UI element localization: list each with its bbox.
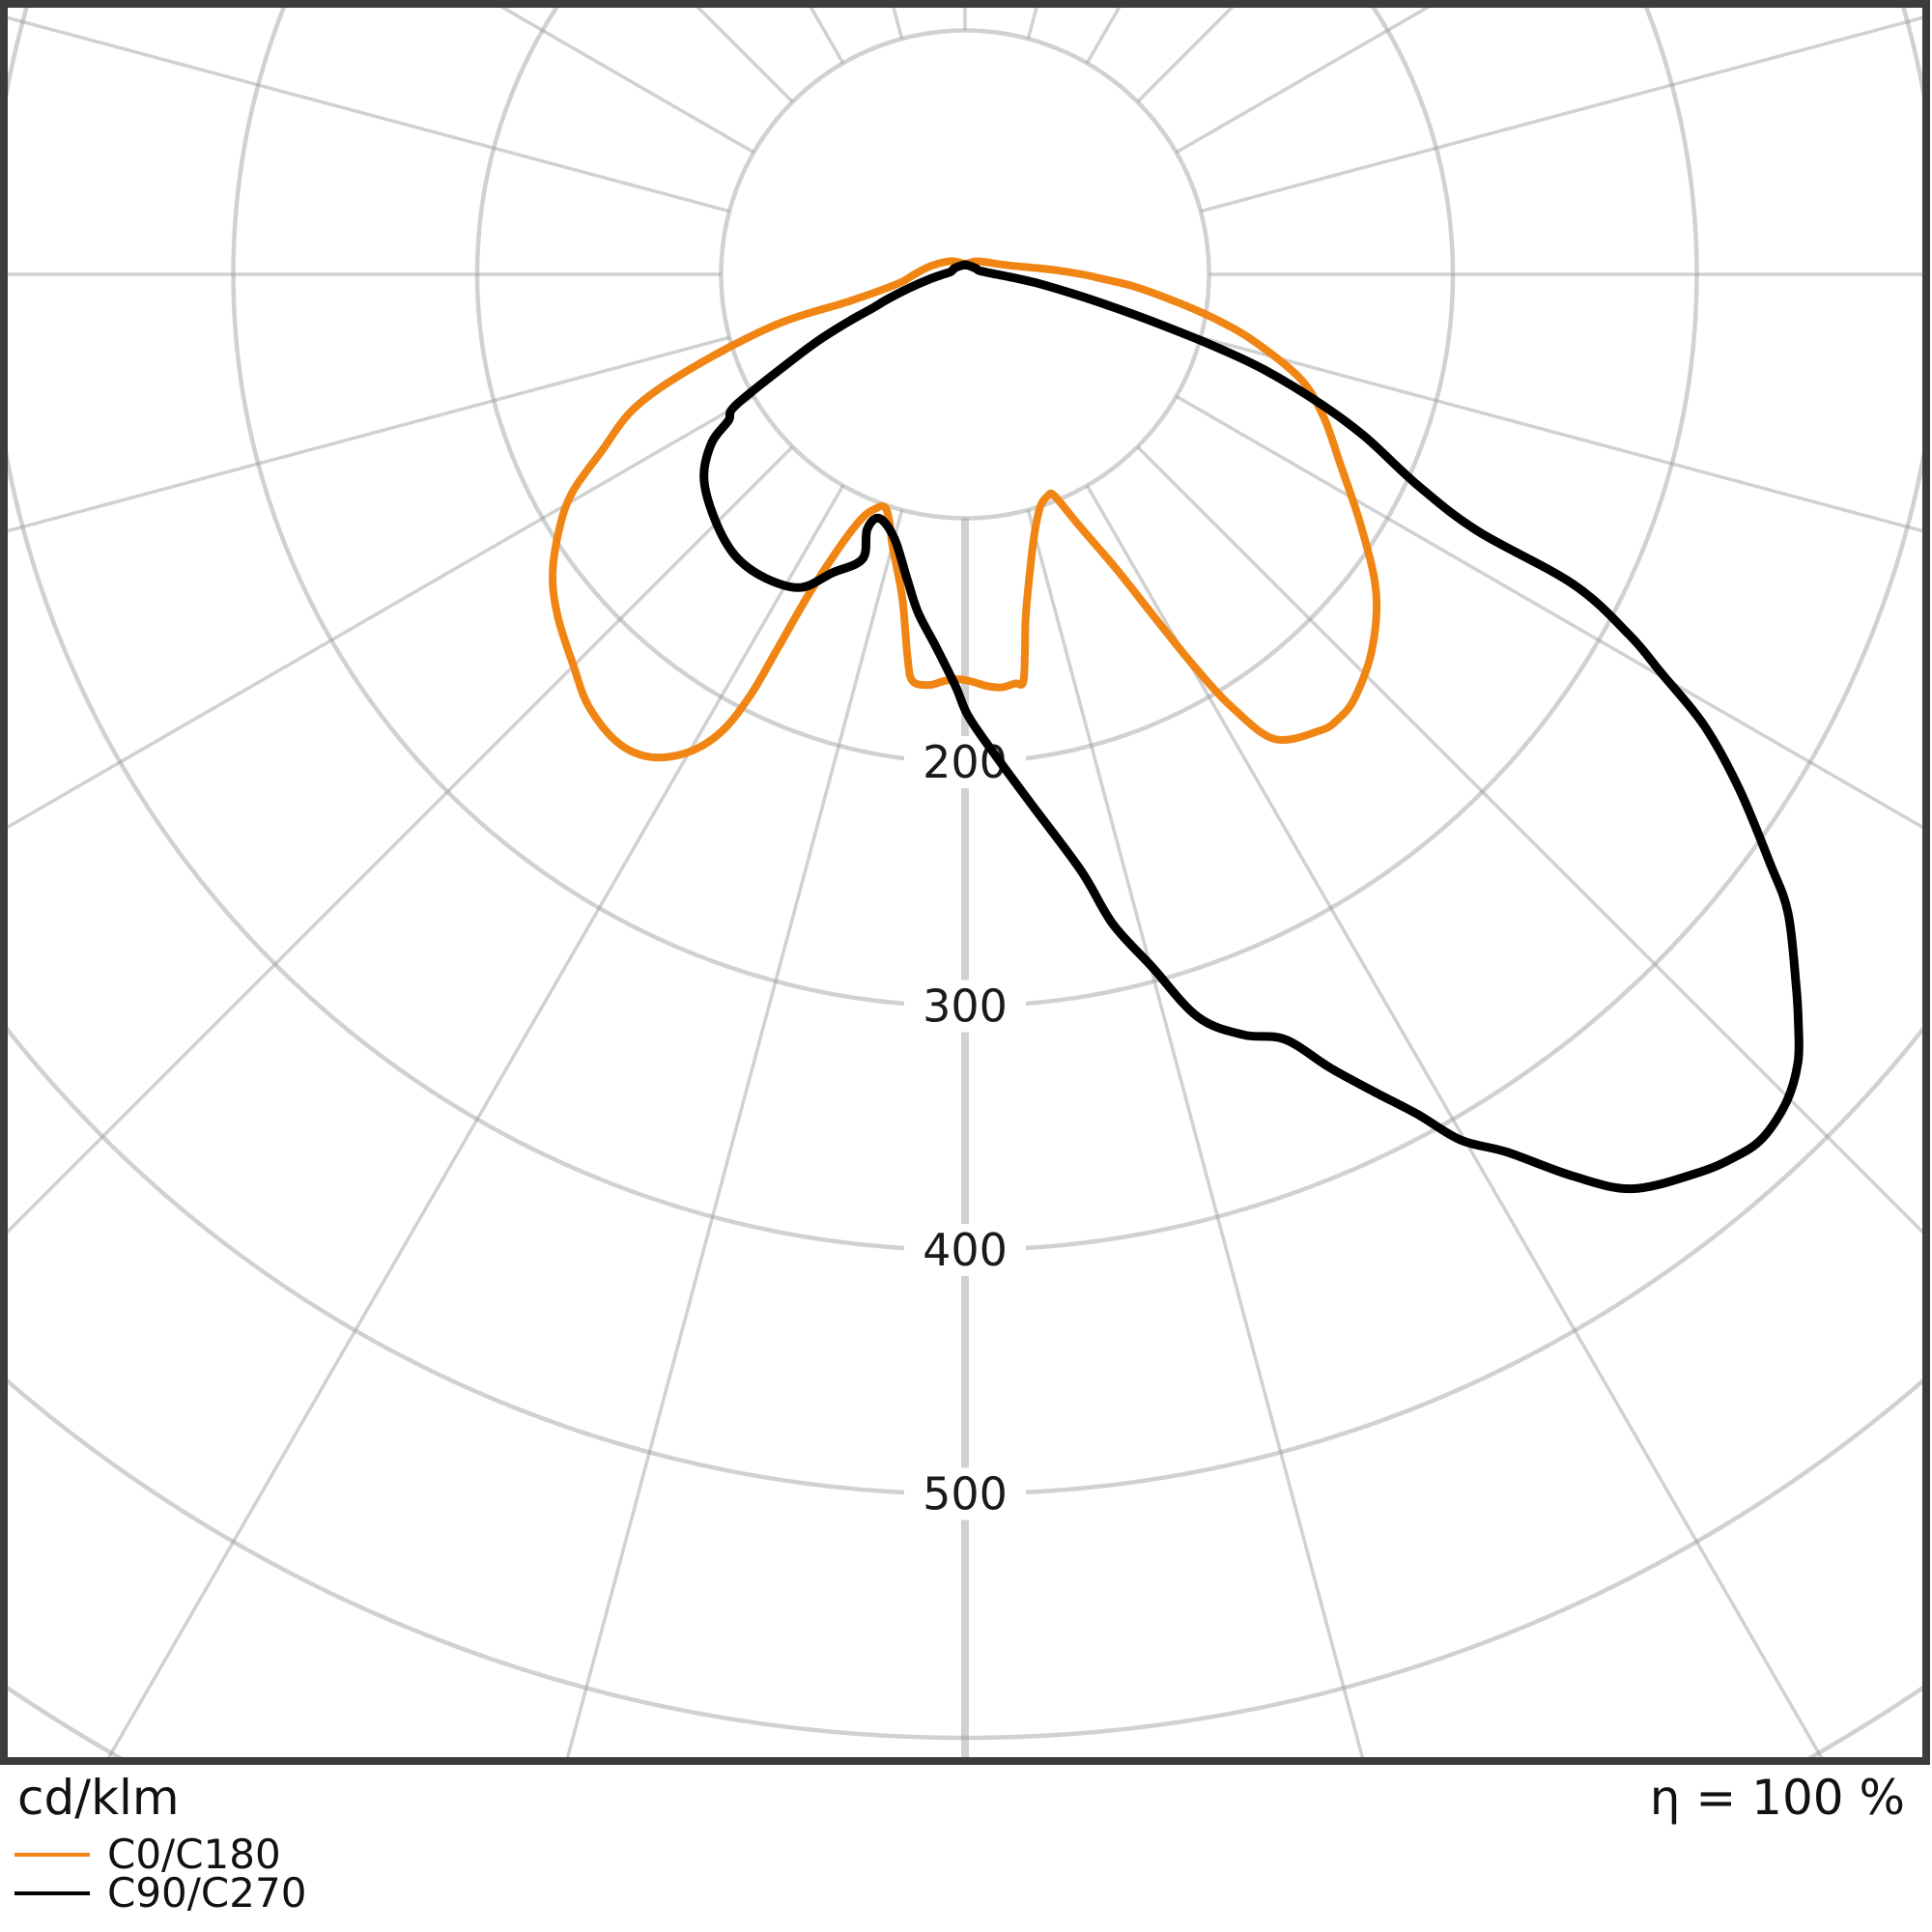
legend-item-c90-c270: C90/C270 bbox=[14, 1869, 307, 1917]
ring-label-500: 500 bbox=[923, 1468, 1008, 1520]
ring-labels: 200 300 400 500 bbox=[904, 736, 1026, 1520]
curve-c0-c180 bbox=[549, 257, 1381, 762]
curve-c90-c270 bbox=[699, 260, 1804, 1194]
ring-label-300: 300 bbox=[923, 980, 1008, 1033]
legend: C0/C180 C90/C270 bbox=[14, 1831, 307, 1917]
ring-label-400: 400 bbox=[923, 1224, 1008, 1276]
c90-c270-line-swatch bbox=[14, 1891, 90, 1895]
c0-c180-line-swatch bbox=[14, 1853, 90, 1857]
legend-label-c0-c180: C0/C180 bbox=[107, 1831, 281, 1878]
legend-label-c90-c270: C90/C270 bbox=[107, 1869, 307, 1917]
efficiency-label: η = 100 % bbox=[1649, 1770, 1905, 1826]
units-label: cd/klm bbox=[17, 1770, 180, 1826]
ring-label-200: 200 bbox=[923, 736, 1008, 788]
legend-item-c0-c180: C0/C180 bbox=[14, 1831, 306, 1878]
chart-frame bbox=[0, 0, 1930, 1765]
